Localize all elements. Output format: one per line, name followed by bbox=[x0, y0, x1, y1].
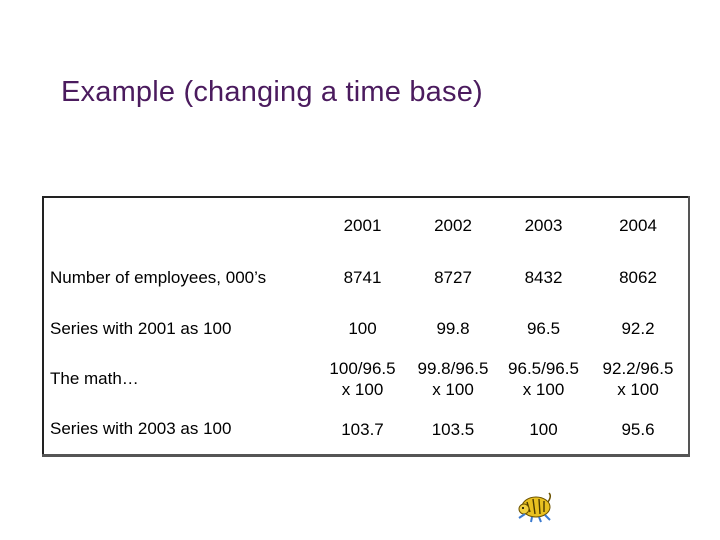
table-cell: 100 bbox=[529, 419, 558, 439]
table-row: Number of employees, 000’s 8741 8727 843… bbox=[43, 252, 689, 303]
table-cell: 100 bbox=[348, 319, 377, 338]
year-2003-header: 2003 bbox=[524, 215, 563, 235]
row-label: Series with 2001 as 100 bbox=[50, 318, 232, 338]
math-line-2: x 100 bbox=[522, 380, 565, 399]
table-cell: 96.5 bbox=[526, 319, 561, 338]
table-cell: 99.8 bbox=[436, 319, 470, 338]
table-row: The math… 100/96.5 x 100 99.8/96.5 x 100… bbox=[43, 354, 689, 404]
table-row: Series with 2003 as 100 103.7 103.5 100 … bbox=[43, 404, 689, 456]
math-line-2: x 100 bbox=[432, 380, 474, 399]
table-cell: 92.2/96.5 x 100 bbox=[588, 354, 689, 404]
table-cell: 8432 bbox=[524, 268, 563, 287]
header-empty-cell bbox=[43, 197, 318, 252]
math-line-1: 100/96.5 bbox=[329, 359, 396, 378]
year-2002-header: 2002 bbox=[434, 215, 472, 235]
table-row: Series with 2001 as 100 100 99.8 96.5 92… bbox=[43, 303, 689, 354]
tiger-clipart-icon bbox=[518, 492, 552, 523]
table-cell: 103.5 bbox=[431, 419, 475, 439]
table-cell: 8062 bbox=[619, 268, 657, 287]
table-header-row: 2001 2002 2003 2004 bbox=[43, 197, 689, 252]
row-label: Series with 2003 as 100 bbox=[50, 419, 232, 438]
table-cell: 95.6 bbox=[621, 419, 655, 439]
math-line-2: x 100 bbox=[341, 380, 384, 399]
table-cell: 96.5/96.5 x 100 bbox=[499, 354, 588, 404]
row-label: The math… bbox=[50, 369, 139, 388]
table-cell: 100/96.5 x 100 bbox=[318, 354, 407, 404]
math-line-1: 92.2/96.5 bbox=[602, 359, 674, 378]
math-line-2: x 100 bbox=[617, 380, 659, 399]
table-cell: 8727 bbox=[434, 268, 472, 287]
year-2001-header: 2001 bbox=[343, 215, 382, 235]
math-line-1: 99.8/96.5 bbox=[417, 359, 489, 378]
math-line-1: 96.5/96.5 bbox=[508, 359, 579, 378]
row-label: Number of employees, 000’s bbox=[50, 267, 267, 287]
table-cell: 8741 bbox=[343, 268, 382, 287]
slide-title: Example (changing a time base) bbox=[61, 76, 483, 108]
table-cell: 103.7 bbox=[341, 419, 384, 439]
table-cell: 92.2 bbox=[621, 319, 655, 338]
year-2004-header: 2004 bbox=[619, 215, 657, 235]
time-base-table: 2001 2002 2003 2004 Number of employees,… bbox=[42, 196, 690, 457]
table-cell: 99.8/96.5 x 100 bbox=[407, 354, 499, 404]
